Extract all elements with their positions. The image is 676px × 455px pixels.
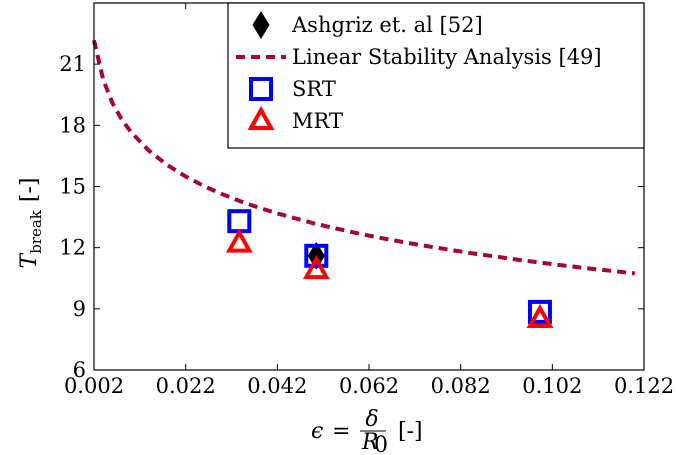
legend-label: Ashgriz et. al [52]	[291, 13, 483, 37]
curve-layer	[92, 39, 636, 276]
legend-label: MRT	[292, 109, 343, 133]
y-tick-label: 21	[59, 52, 86, 76]
legend-swatch-diamond	[252, 11, 270, 39]
marker-triangle	[526, 303, 554, 329]
x-axis-label-r: R	[361, 430, 379, 455]
x-axis-label-r-sub: 0	[374, 433, 388, 455]
x-tick-label: 0.102	[522, 374, 582, 398]
tick-layer: 0.002 0.022 0.042 0.062 0.082 0.102 0.122 6 9 12 1…	[59, 3, 674, 398]
y-tick-label: 12	[59, 236, 86, 260]
y-axis-label-subscript: break	[27, 209, 45, 254]
x-axis-label-equals: =	[332, 419, 350, 444]
y-tick-label: 15	[59, 175, 86, 199]
legend-label: SRT	[292, 77, 336, 101]
y-axis-label-symbol: T	[17, 251, 42, 268]
x-axis-label-delta: δ	[365, 407, 378, 432]
x-tick-label: 0.082	[431, 374, 491, 398]
marker-triangle	[302, 254, 330, 280]
marker-layer	[225, 209, 554, 329]
y-axis-label-unit: [-]	[17, 178, 42, 203]
legend-label: Linear Stability Analysis [49]	[292, 45, 602, 69]
y-tick-label: 18	[59, 113, 86, 137]
x-tick-label: 0.042	[247, 374, 307, 398]
x-tick-label: 0.122	[614, 374, 674, 398]
x-tick-label: 0.022	[156, 374, 216, 398]
curve-linear-stability-analysis	[92, 39, 636, 276]
x-axis-label-unit: [-]	[398, 419, 423, 444]
marker-square	[227, 209, 252, 234]
marker-triangle	[225, 228, 253, 253]
x-axis-label-epsilon: ϵ	[311, 419, 323, 444]
legend-box	[227, 2, 645, 149]
y-tick-label: 9	[73, 297, 86, 321]
legend-swatch-triangle	[247, 105, 275, 130]
x-tick-label: 0.002	[64, 374, 124, 398]
legend-swatch-square	[249, 77, 273, 101]
x-tick-label: 0.062	[339, 374, 399, 398]
marker-square	[304, 243, 329, 268]
y-axis-label: Tbreak [-]	[17, 178, 45, 269]
marker-square	[527, 299, 552, 324]
y-tick-label: 6	[73, 358, 86, 382]
x-axis-label: ϵ = δ R 0 [-]	[311, 407, 423, 455]
legend: Ashgriz et. al [52] Linear Stability Anal…	[227, 2, 645, 149]
